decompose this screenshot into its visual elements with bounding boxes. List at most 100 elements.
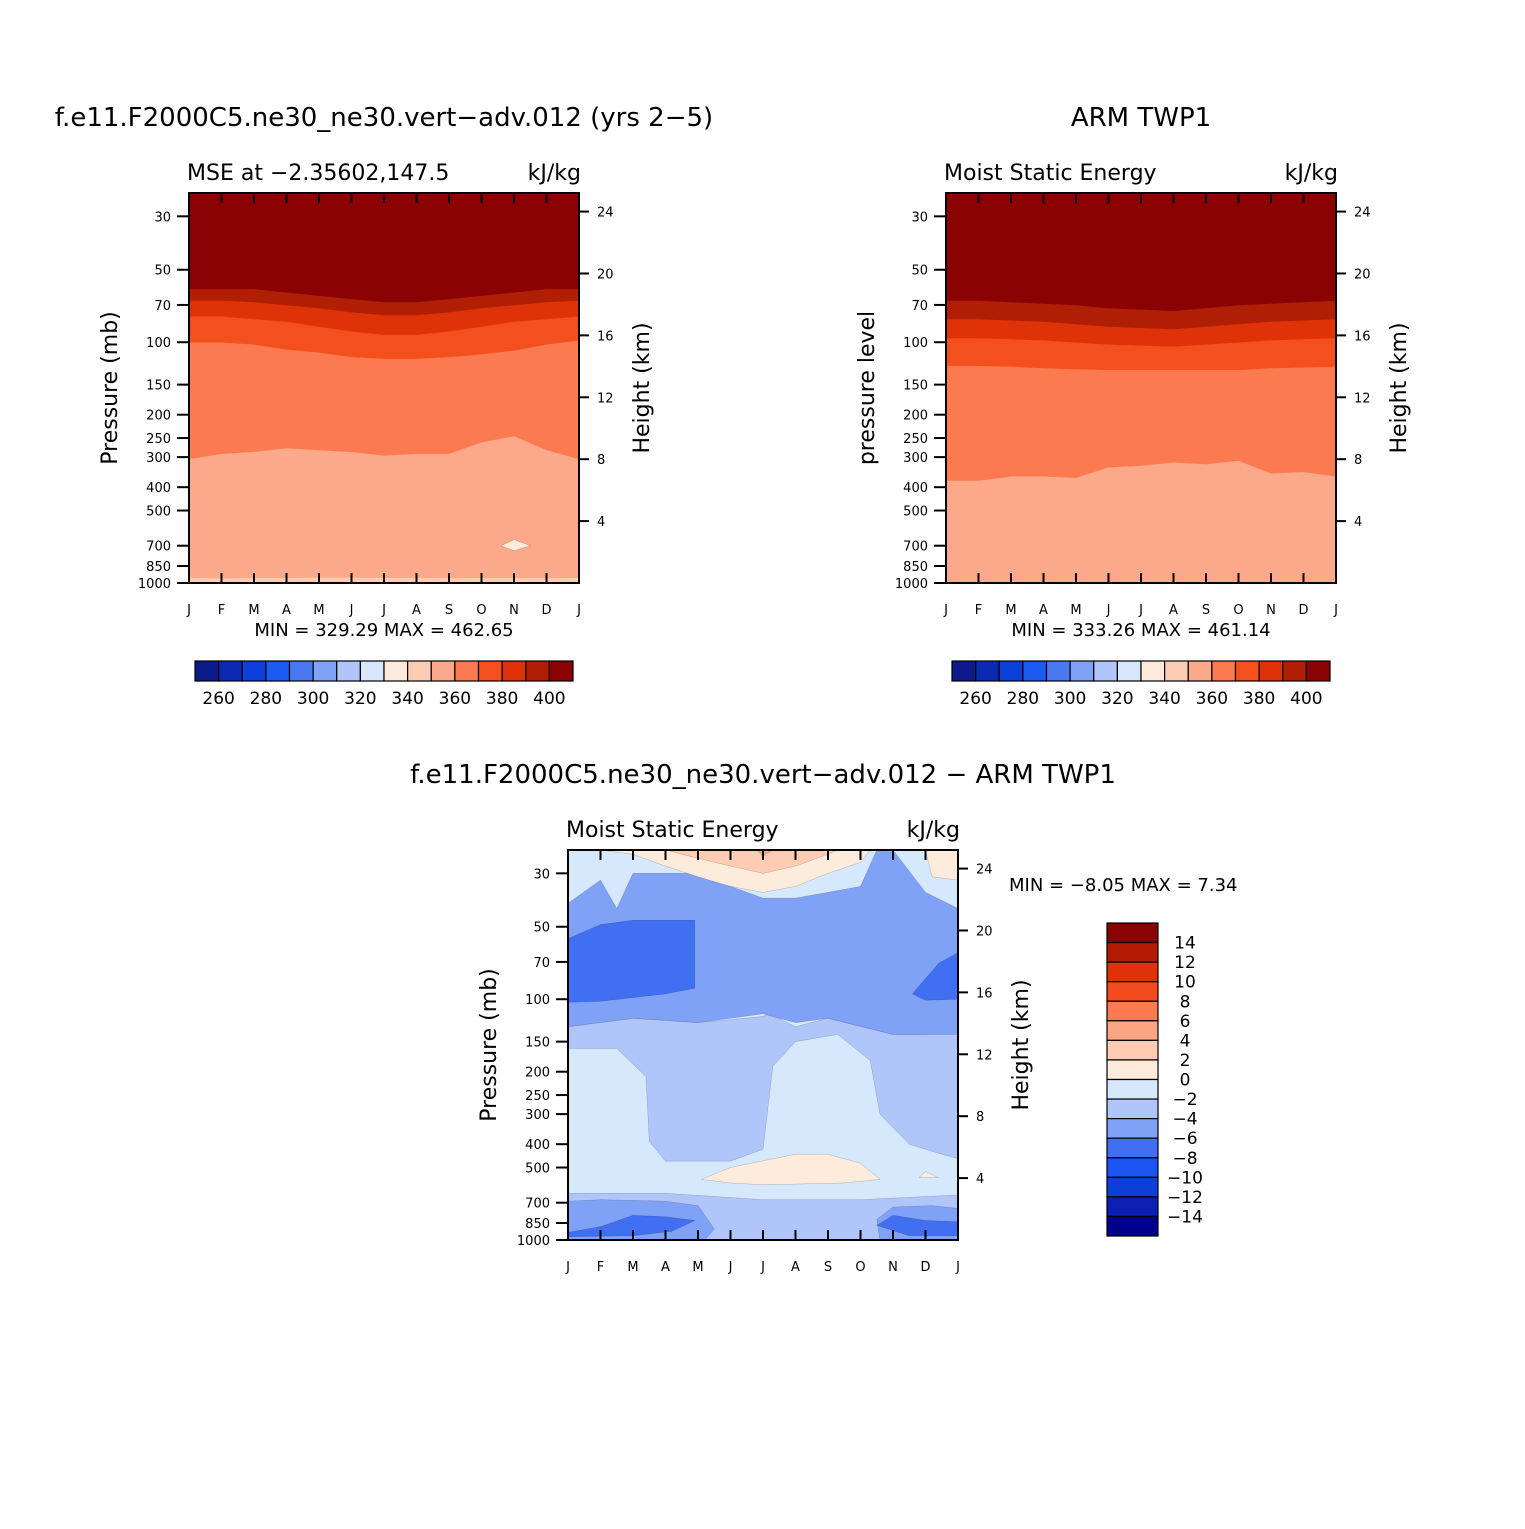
right-subtitle: kJ/kg xyxy=(907,818,960,843)
y2-axis-label: Height (km) xyxy=(630,322,655,453)
y2-tick-label: 4 xyxy=(597,515,605,530)
y2-tick-label: 4 xyxy=(1354,515,1362,530)
panel-3: J F M A M J J A S O N D J305070100150200250300400500… xyxy=(410,760,1237,1275)
y-tick-label: 500 xyxy=(903,505,928,520)
colorbar-label: 380 xyxy=(486,689,518,709)
x-tick-label: J xyxy=(349,603,354,618)
contour-region-14 xyxy=(925,850,958,881)
contour-region-5 xyxy=(700,1153,881,1186)
right-subtitle: kJ/kg xyxy=(528,161,581,186)
colorbar-swatch xyxy=(1258,660,1284,682)
y-tick-label: 700 xyxy=(146,540,171,555)
y-tick-label: 150 xyxy=(525,1036,550,1051)
colorbar-label: 8 xyxy=(1180,992,1191,1012)
y2-tick-label: 8 xyxy=(1354,453,1362,468)
y-tick-label: 100 xyxy=(903,336,928,351)
colorbar-label: 10 xyxy=(1174,973,1196,993)
colorbar-swatch xyxy=(1164,660,1189,682)
x-tick-label: O xyxy=(855,1260,865,1275)
colorbar-label: 320 xyxy=(344,689,376,709)
colorbar-label: −6 xyxy=(1172,1129,1197,1149)
x-tick-label: M xyxy=(1070,603,1081,618)
x-tick-label: D xyxy=(920,1260,930,1275)
x-tick-label: M xyxy=(1005,603,1016,618)
colorbar-swatch xyxy=(1106,1157,1159,1178)
right-subtitle: kJ/kg xyxy=(1285,161,1338,186)
x-tick-label: S xyxy=(445,603,453,618)
y2-tick-label: 12 xyxy=(976,1048,993,1063)
x-tick-label: D xyxy=(1298,603,1308,618)
y2-axis-label: Height (km) xyxy=(1009,979,1034,1110)
colorbar-swatch xyxy=(265,660,291,682)
colorbar-swatch xyxy=(1116,660,1142,682)
colorbar-swatch xyxy=(1106,941,1159,963)
y-tick-label: 100 xyxy=(525,993,550,1008)
y2-tick-label: 8 xyxy=(597,453,605,468)
y2-tick-label: 12 xyxy=(1354,391,1371,406)
contour-region-9 xyxy=(568,920,696,1003)
x-tick-label: N xyxy=(888,1260,898,1275)
x-tick-label: M xyxy=(692,1260,703,1275)
contour-region-10 xyxy=(912,952,958,1001)
colorbar-label: 12 xyxy=(1174,953,1196,973)
x-tick-label: M xyxy=(313,603,324,618)
y-tick-label: 70 xyxy=(911,299,928,314)
colorbar-label: −10 xyxy=(1167,1168,1203,1188)
colorbar-swatch xyxy=(1106,1098,1159,1120)
colorbar-swatch xyxy=(1106,1118,1159,1139)
contour-region-13 xyxy=(756,850,774,857)
y2-tick-label: 16 xyxy=(1354,329,1371,344)
contour-band-7 xyxy=(946,193,1336,296)
colorbar-swatch xyxy=(1106,1078,1159,1100)
colorbar-swatch xyxy=(1093,660,1118,682)
colorbar-swatch xyxy=(1069,660,1095,682)
colorbar-swatch xyxy=(1282,660,1307,682)
colorbar-label: 6 xyxy=(1180,1012,1191,1032)
y2-tick-label: 24 xyxy=(976,863,993,878)
colorbar-label: −14 xyxy=(1167,1207,1203,1227)
y-axis-label: Pressure (mb) xyxy=(98,311,123,465)
y-tick-label: 200 xyxy=(146,409,171,424)
colorbar-label: 400 xyxy=(1290,689,1322,709)
colorbar-swatch xyxy=(454,660,480,682)
colorbar-swatch xyxy=(1106,922,1159,944)
x-tick-label: J xyxy=(955,1260,960,1275)
colorbar-label: 2 xyxy=(1180,1051,1191,1071)
x-tick-label: J xyxy=(381,603,386,618)
x-tick-label: J xyxy=(186,603,191,618)
colorbar-swatch xyxy=(1106,1000,1159,1022)
x-tick-label: F xyxy=(975,603,982,618)
plot-area xyxy=(189,193,579,583)
left-subtitle: Moist Static Energy xyxy=(944,161,1157,186)
plot-area xyxy=(568,850,958,1240)
colorbar-label: −12 xyxy=(1167,1188,1203,1208)
colorbar-label: 300 xyxy=(1054,689,1086,709)
colorbar-label: 260 xyxy=(202,689,234,709)
colorbar-swatch xyxy=(1106,1137,1159,1159)
y2-tick-label: 24 xyxy=(1354,206,1371,221)
y-tick-label: 850 xyxy=(903,560,928,575)
y-tick-label: 1000 xyxy=(895,577,928,592)
colorbar-swatch xyxy=(1211,660,1237,682)
y-tick-label: 200 xyxy=(903,409,928,424)
colorbar-label: 360 xyxy=(439,689,471,709)
contour-band-7 xyxy=(189,193,579,286)
x-tick-label: J xyxy=(1106,603,1111,618)
y-axis-label: pressure level xyxy=(855,311,880,465)
y-tick-label: 50 xyxy=(533,921,550,936)
colorbar-label: 320 xyxy=(1101,689,1133,709)
colorbar-label: 260 xyxy=(959,689,991,709)
y-tick-label: 250 xyxy=(146,432,171,447)
x-tick-label: S xyxy=(1202,603,1210,618)
colorbar-label: 340 xyxy=(391,689,423,709)
y2-tick-label: 20 xyxy=(976,924,993,939)
x-tick-label: A xyxy=(1169,603,1178,618)
left-subtitle: Moist Static Energy xyxy=(566,818,779,843)
x-tick-label: A xyxy=(412,603,421,618)
y-tick-label: 30 xyxy=(911,210,928,225)
colorbar-swatch xyxy=(1106,981,1159,1002)
y-tick-label: 250 xyxy=(903,432,928,447)
panel-title: f.e11.F2000C5.ne30_ne30.vert−adv.012 − A… xyxy=(410,760,1116,790)
